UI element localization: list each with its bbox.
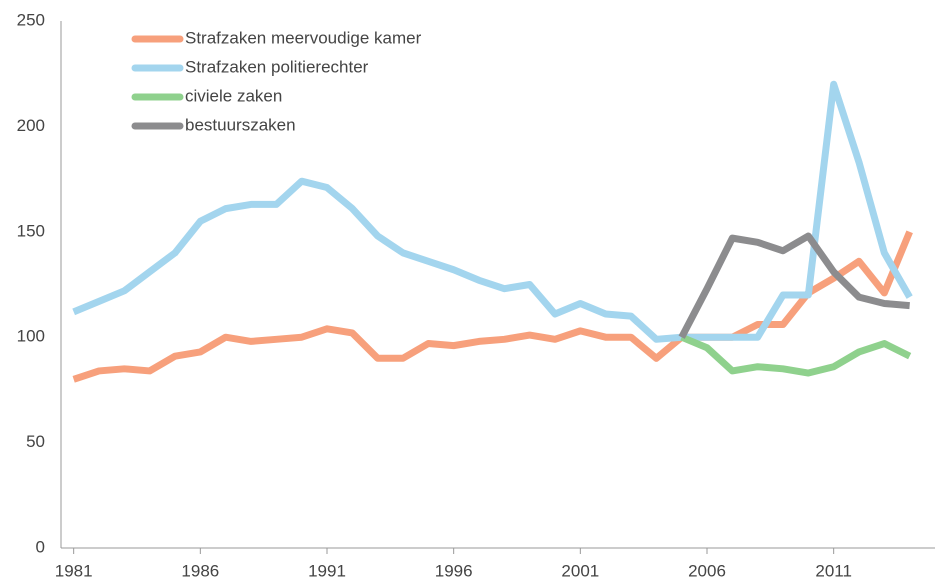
x-tick-label: 2001 (561, 561, 599, 580)
legend-label: Strafzaken politierechter (185, 57, 369, 76)
y-tick-label: 150 (17, 221, 45, 240)
legend-label: Strafzaken meervoudige kamer (185, 28, 422, 47)
x-tick-label: 2006 (688, 561, 726, 580)
x-tick-label: 1986 (181, 561, 219, 580)
y-tick-label: 0 (36, 537, 45, 556)
series-line (72, 230, 913, 383)
series-line (680, 333, 912, 377)
x-tick-label: 1996 (435, 561, 473, 580)
y-tick-label: 50 (26, 432, 45, 451)
x-tick-label: 1981 (55, 561, 93, 580)
x-tick-label: 1991 (308, 561, 346, 580)
x-tick-label: 2011 (815, 561, 852, 580)
y-tick-label: 250 (17, 10, 45, 29)
series-line (72, 80, 913, 343)
y-tick-label: 100 (17, 327, 45, 346)
y-tick-label: 200 (17, 116, 45, 135)
legend-label: bestuurszaken (185, 115, 296, 134)
legend-label: civiele zaken (185, 86, 282, 105)
series-line (678, 232, 910, 339)
